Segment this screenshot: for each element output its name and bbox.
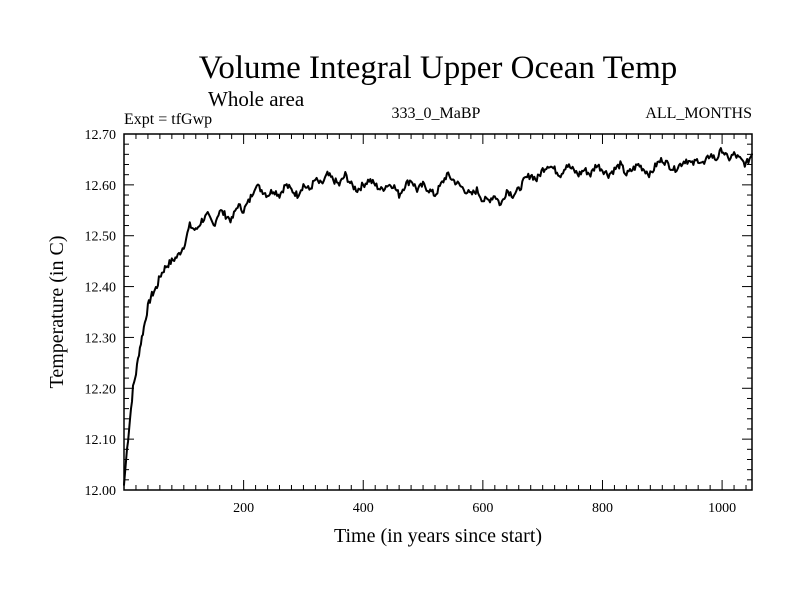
tick-labels: 200 400 600 800 1000 12.00 12.10 12.20 12.30 12.4… [85,128,737,516]
y-tick-label: 12.60 [85,179,117,194]
run-label: 333_0_MaBP [392,105,481,122]
y-tick-label: 12.00 [85,484,117,499]
chart-title: Volume Integral Upper Ocean Temp [199,50,677,86]
period-label: ALL_MONTHS [645,105,752,122]
x-tick-label: 600 [472,501,493,516]
y-tick-label: 12.20 [85,382,117,397]
x-tick-label: 400 [353,501,374,516]
y-tick-label: 12.40 [85,281,117,296]
y-tick-label: 12.10 [85,433,117,448]
x-tick-label: 1000 [708,501,736,516]
x-axis-label: Time (in years since start) [334,525,542,547]
x-tick-label: 200 [233,501,254,516]
chart-subtitle: Whole area [208,87,305,111]
y-tick-label: 12.50 [85,230,117,245]
series-line [123,147,753,486]
y-tick-label: 12.30 [85,331,117,346]
x-tick-label: 800 [592,501,613,516]
ticks [124,134,752,490]
plot-frame [123,133,753,491]
y-tick-label: 12.70 [85,128,117,143]
y-axis-label: Temperature (in C) [46,236,68,389]
experiment-label: Expt = tfGwp [124,111,212,128]
